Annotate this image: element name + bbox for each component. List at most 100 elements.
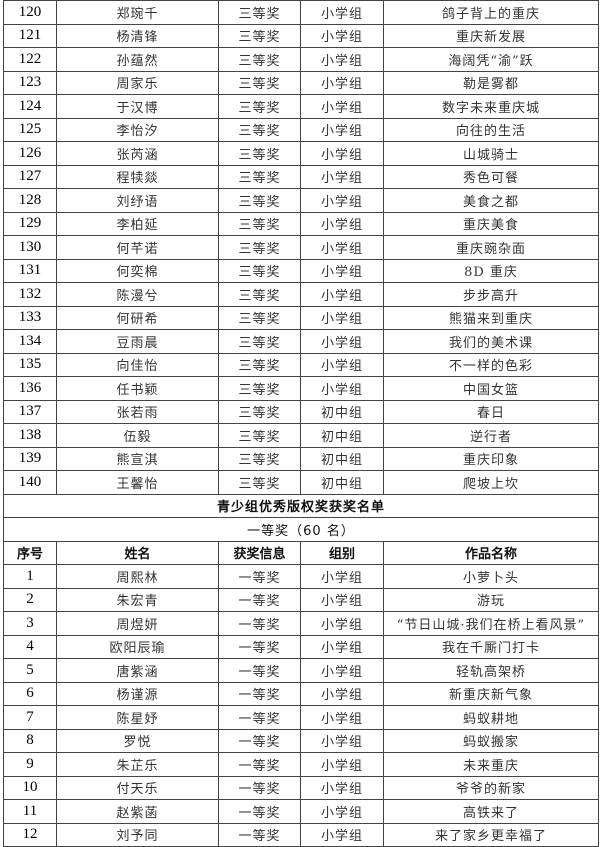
cell-award: 一等奖 — [218, 634, 301, 659]
cell-group: 小学组 — [300, 564, 384, 589]
subsection-title-row: 一等奖（60 名） — [3, 517, 599, 542]
header-group: 组别 — [300, 540, 384, 565]
cell-award: 一等奖 — [218, 564, 301, 589]
cell-group: 小学组 — [300, 799, 384, 824]
cell-index: 10 — [3, 775, 57, 800]
cell-award: 三等奖 — [218, 399, 301, 424]
cell-work: 爬坡上坎 — [383, 470, 599, 495]
table-row: 8 罗悦 一等奖 小学组 蚂蚁搬家 — [3, 728, 599, 753]
cell-award: 三等奖 — [218, 23, 301, 48]
table-row: 125 李怡汐 三等奖 小学组 向往的生活 — [3, 117, 599, 142]
cell-index: 11 — [3, 799, 57, 824]
cell-name: 周熙林 — [56, 564, 219, 589]
cell-index: 1 — [3, 564, 57, 589]
cell-work: 重庆印象 — [383, 446, 599, 471]
cell-index: 131 — [3, 258, 57, 283]
cell-award: 三等奖 — [218, 329, 301, 354]
cell-name: 张若雨 — [56, 399, 219, 424]
table-row: 130 何芊诺 三等奖 小学组 重庆豌杂面 — [3, 235, 599, 260]
section-title-row: 青少组优秀版权奖获奖名单 — [3, 493, 599, 518]
cell-work: 新重庆新气象 — [383, 681, 599, 706]
cell-award: 三等奖 — [218, 235, 301, 260]
cell-name: 唐紫涵 — [56, 658, 219, 683]
table-row: 140 王馨怡 三等奖 初中组 爬坡上坎 — [3, 470, 599, 495]
cell-group: 小学组 — [300, 282, 384, 307]
cell-group: 小学组 — [300, 775, 384, 800]
cell-index: 126 — [3, 141, 57, 166]
cell-name: 罗悦 — [56, 728, 219, 753]
cell-award: 三等奖 — [218, 470, 301, 495]
cell-group: 小学组 — [300, 752, 384, 777]
header-name: 姓名 — [56, 540, 219, 565]
cell-index: 132 — [3, 282, 57, 307]
cell-work: 数字未来重庆城 — [383, 94, 599, 119]
cell-group: 小学组 — [300, 164, 384, 189]
cell-index: 121 — [3, 23, 57, 48]
cell-award: 三等奖 — [218, 0, 301, 25]
cell-work: 山城骑士 — [383, 141, 599, 166]
cell-award: 一等奖 — [218, 587, 301, 612]
cell-name: 付天乐 — [56, 775, 219, 800]
cell-award: 一等奖 — [218, 681, 301, 706]
cell-name: 王馨怡 — [56, 470, 219, 495]
cell-name: 周家乐 — [56, 70, 219, 95]
cell-index: 137 — [3, 399, 57, 424]
cell-group: 小学组 — [300, 705, 384, 730]
cell-group: 小学组 — [300, 658, 384, 683]
cell-award: 三等奖 — [218, 305, 301, 330]
cell-work: “节日山城·我们在桥上看风景” — [383, 611, 599, 636]
table-row: 138 伍毅 三等奖 初中组 逆行者 — [3, 423, 599, 448]
cell-work: 重庆新发展 — [383, 23, 599, 48]
cell-work: 鸽子背上的重庆 — [383, 0, 599, 25]
cell-group: 初中组 — [300, 470, 384, 495]
cell-work: 未来重庆 — [383, 752, 599, 777]
cell-index: 6 — [3, 681, 57, 706]
cell-award: 三等奖 — [218, 117, 301, 142]
cell-work: 中国女篮 — [383, 376, 599, 401]
cell-award: 三等奖 — [218, 376, 301, 401]
cell-work: 爷爷的新家 — [383, 775, 599, 800]
cell-name: 何奕棉 — [56, 258, 219, 283]
table-row: 127 程犊燚 三等奖 小学组 秀色可餐 — [3, 164, 599, 189]
cell-group: 小学组 — [300, 23, 384, 48]
cell-work: 8D 重庆 — [383, 258, 599, 283]
cell-name: 朱宏青 — [56, 587, 219, 612]
cell-name: 李怡汐 — [56, 117, 219, 142]
table-row: 10 付天乐 一等奖 小学组 爷爷的新家 — [3, 775, 599, 800]
cell-work: 我在千厮门打卡 — [383, 634, 599, 659]
cell-index: 5 — [3, 658, 57, 683]
cell-index: 120 — [3, 0, 57, 25]
cell-index: 125 — [3, 117, 57, 142]
cell-name: 于汉博 — [56, 94, 219, 119]
cell-index: 127 — [3, 164, 57, 189]
cell-award: 三等奖 — [218, 141, 301, 166]
cell-award: 三等奖 — [218, 188, 301, 213]
cell-group: 小学组 — [300, 117, 384, 142]
cell-work: 轻轨高架桥 — [383, 658, 599, 683]
cell-name: 刘予同 — [56, 822, 219, 847]
cell-group: 小学组 — [300, 611, 384, 636]
cell-work: 高铁来了 — [383, 799, 599, 824]
cell-index: 2 — [3, 587, 57, 612]
table-row: 1 周熙林 一等奖 小学组 小萝卜头 — [3, 564, 599, 589]
cell-index: 122 — [3, 47, 57, 72]
cell-group: 小学组 — [300, 235, 384, 260]
cell-name: 周煜妍 — [56, 611, 219, 636]
cell-work: 蚂蚁搬家 — [383, 728, 599, 753]
third-prize-rows: 120 郑琬千 三等奖 小学组 鸽子背上的重庆 121 杨清锋 三等奖 小学组 重庆新发展 122 孙… — [3, 0, 599, 495]
table-row: 133 何研希 三等奖 小学组 熊猫来到重庆 — [3, 305, 599, 330]
table-row: 9 朱芷乐 一等奖 小学组 未来重庆 — [3, 752, 599, 777]
cell-group: 小学组 — [300, 211, 384, 236]
header-index: 序号 — [3, 540, 57, 565]
cell-index: 129 — [3, 211, 57, 236]
cell-name: 向佳怡 — [56, 352, 219, 377]
cell-group: 初中组 — [300, 446, 384, 471]
cell-name: 刘纾语 — [56, 188, 219, 213]
cell-index: 133 — [3, 305, 57, 330]
cell-group: 小学组 — [300, 141, 384, 166]
cell-work: 逆行者 — [383, 423, 599, 448]
table-row: 129 李柏延 三等奖 小学组 重庆美食 — [3, 211, 599, 236]
cell-award: 一等奖 — [218, 752, 301, 777]
section-title: 青少组优秀版权奖获奖名单 — [3, 493, 599, 518]
table-row: 124 于汉博 三等奖 小学组 数字未来重庆城 — [3, 94, 599, 119]
